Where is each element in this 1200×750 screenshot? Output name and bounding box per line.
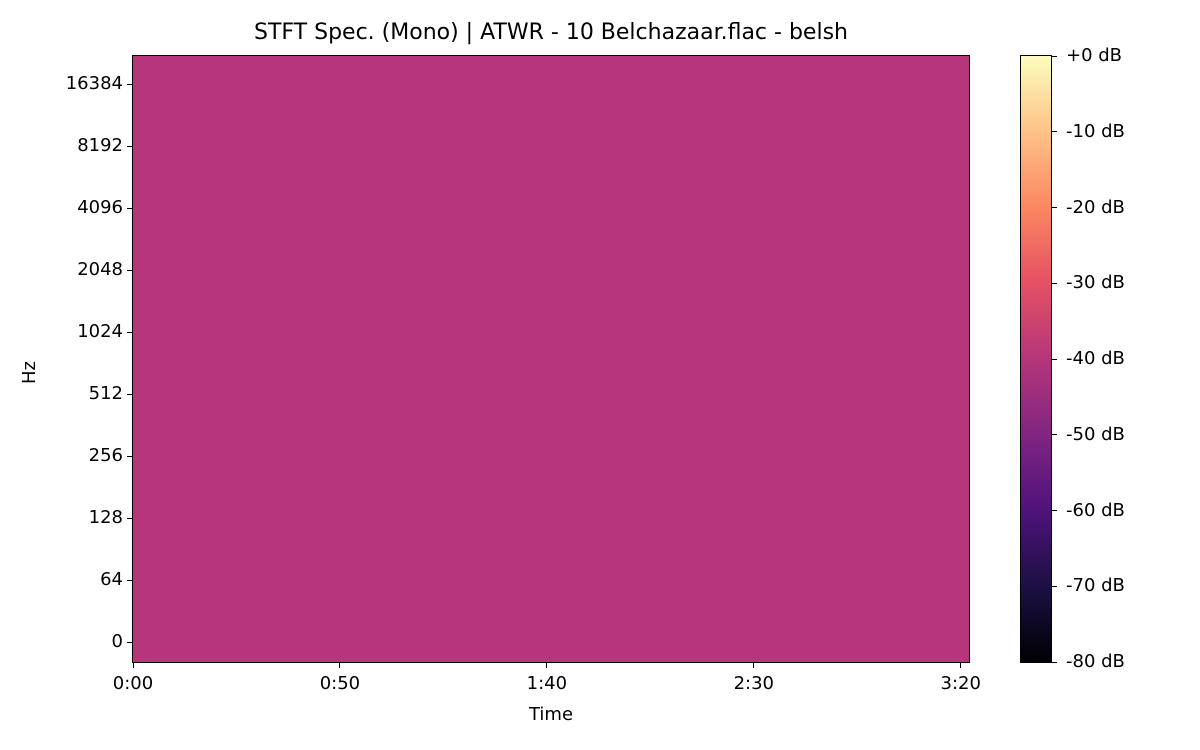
colorbar-tick-label: -10 dB — [1066, 120, 1125, 142]
colorbar-tick-label: -20 dB — [1066, 196, 1125, 218]
chart-title: STFT Spec. (Mono) | ATWR - 10 Belchazaar… — [254, 20, 848, 45]
colorbar-tick-mark — [1051, 510, 1057, 511]
plot-frame — [132, 55, 970, 663]
colorbar-tick-label: -70 dB — [1066, 575, 1125, 597]
x-tick-label: 3:20 — [940, 673, 981, 694]
colorbar-tick-mark — [1051, 358, 1057, 360]
y-tick-label: 8192 — [77, 135, 123, 156]
colorbar-frame — [1020, 55, 1052, 663]
y-tick-mark — [127, 83, 133, 85]
x-tick-mark — [132, 662, 134, 668]
y-tick-mark — [127, 145, 133, 147]
y-axis-label: Hz — [18, 361, 40, 384]
x-tick-mark — [753, 662, 755, 668]
x-tick-label: 0:00 — [112, 673, 154, 694]
colorbar-tick-mark — [1051, 585, 1057, 587]
colorbar-tick-label: -60 dB — [1066, 499, 1125, 521]
y-tick-mark — [127, 207, 133, 209]
colorbar-tick-mark — [1051, 434, 1057, 436]
y-tick-label: 512 — [88, 383, 123, 404]
y-tick-label: 1024 — [77, 321, 123, 342]
colorbar-tick-label: +0 dB — [1066, 45, 1123, 66]
y-tick-label: 64 — [100, 569, 123, 590]
colorbar-tick-mark — [1051, 282, 1057, 284]
colorbar-tick-mark — [1051, 207, 1057, 208]
y-tick-label: 4096 — [77, 197, 123, 218]
x-tick-mark — [960, 662, 962, 668]
y-tick-mark — [127, 331, 133, 333]
y-tick-mark — [127, 641, 133, 643]
y-tick-mark — [127, 517, 133, 519]
colorbar-tick-mark — [1051, 661, 1057, 663]
y-tick-label: 0 — [111, 631, 123, 652]
colorbar-tick-label: -50 dB — [1066, 423, 1125, 445]
x-tick-label: 2:30 — [733, 673, 774, 694]
colorbar-tick-mark — [1051, 55, 1057, 57]
y-tick-label: 256 — [88, 445, 123, 466]
x-tick-mark — [339, 662, 341, 668]
x-axis-label: Time — [528, 704, 574, 725]
colorbar-tick-label: -30 dB — [1066, 272, 1125, 294]
y-tick-mark — [127, 579, 133, 581]
y-tick-label: 2048 — [77, 259, 123, 280]
x-tick-mark — [546, 662, 548, 668]
y-tick-mark — [127, 393, 133, 395]
colorbar — [1021, 56, 1051, 662]
x-tick-label: 0:50 — [319, 673, 361, 694]
colorbar-tick-label: -80 dB — [1066, 651, 1125, 672]
colorbar-tick-mark — [1051, 131, 1057, 133]
y-tick-mark — [127, 269, 133, 271]
y-tick-label: 16384 — [65, 73, 123, 94]
y-tick-label: 128 — [88, 507, 123, 528]
y-tick-mark — [127, 455, 133, 457]
x-tick-label: 1:40 — [526, 673, 568, 694]
spectrogram-image — [133, 56, 969, 662]
colorbar-tick-label: -40 dB — [1066, 348, 1125, 369]
